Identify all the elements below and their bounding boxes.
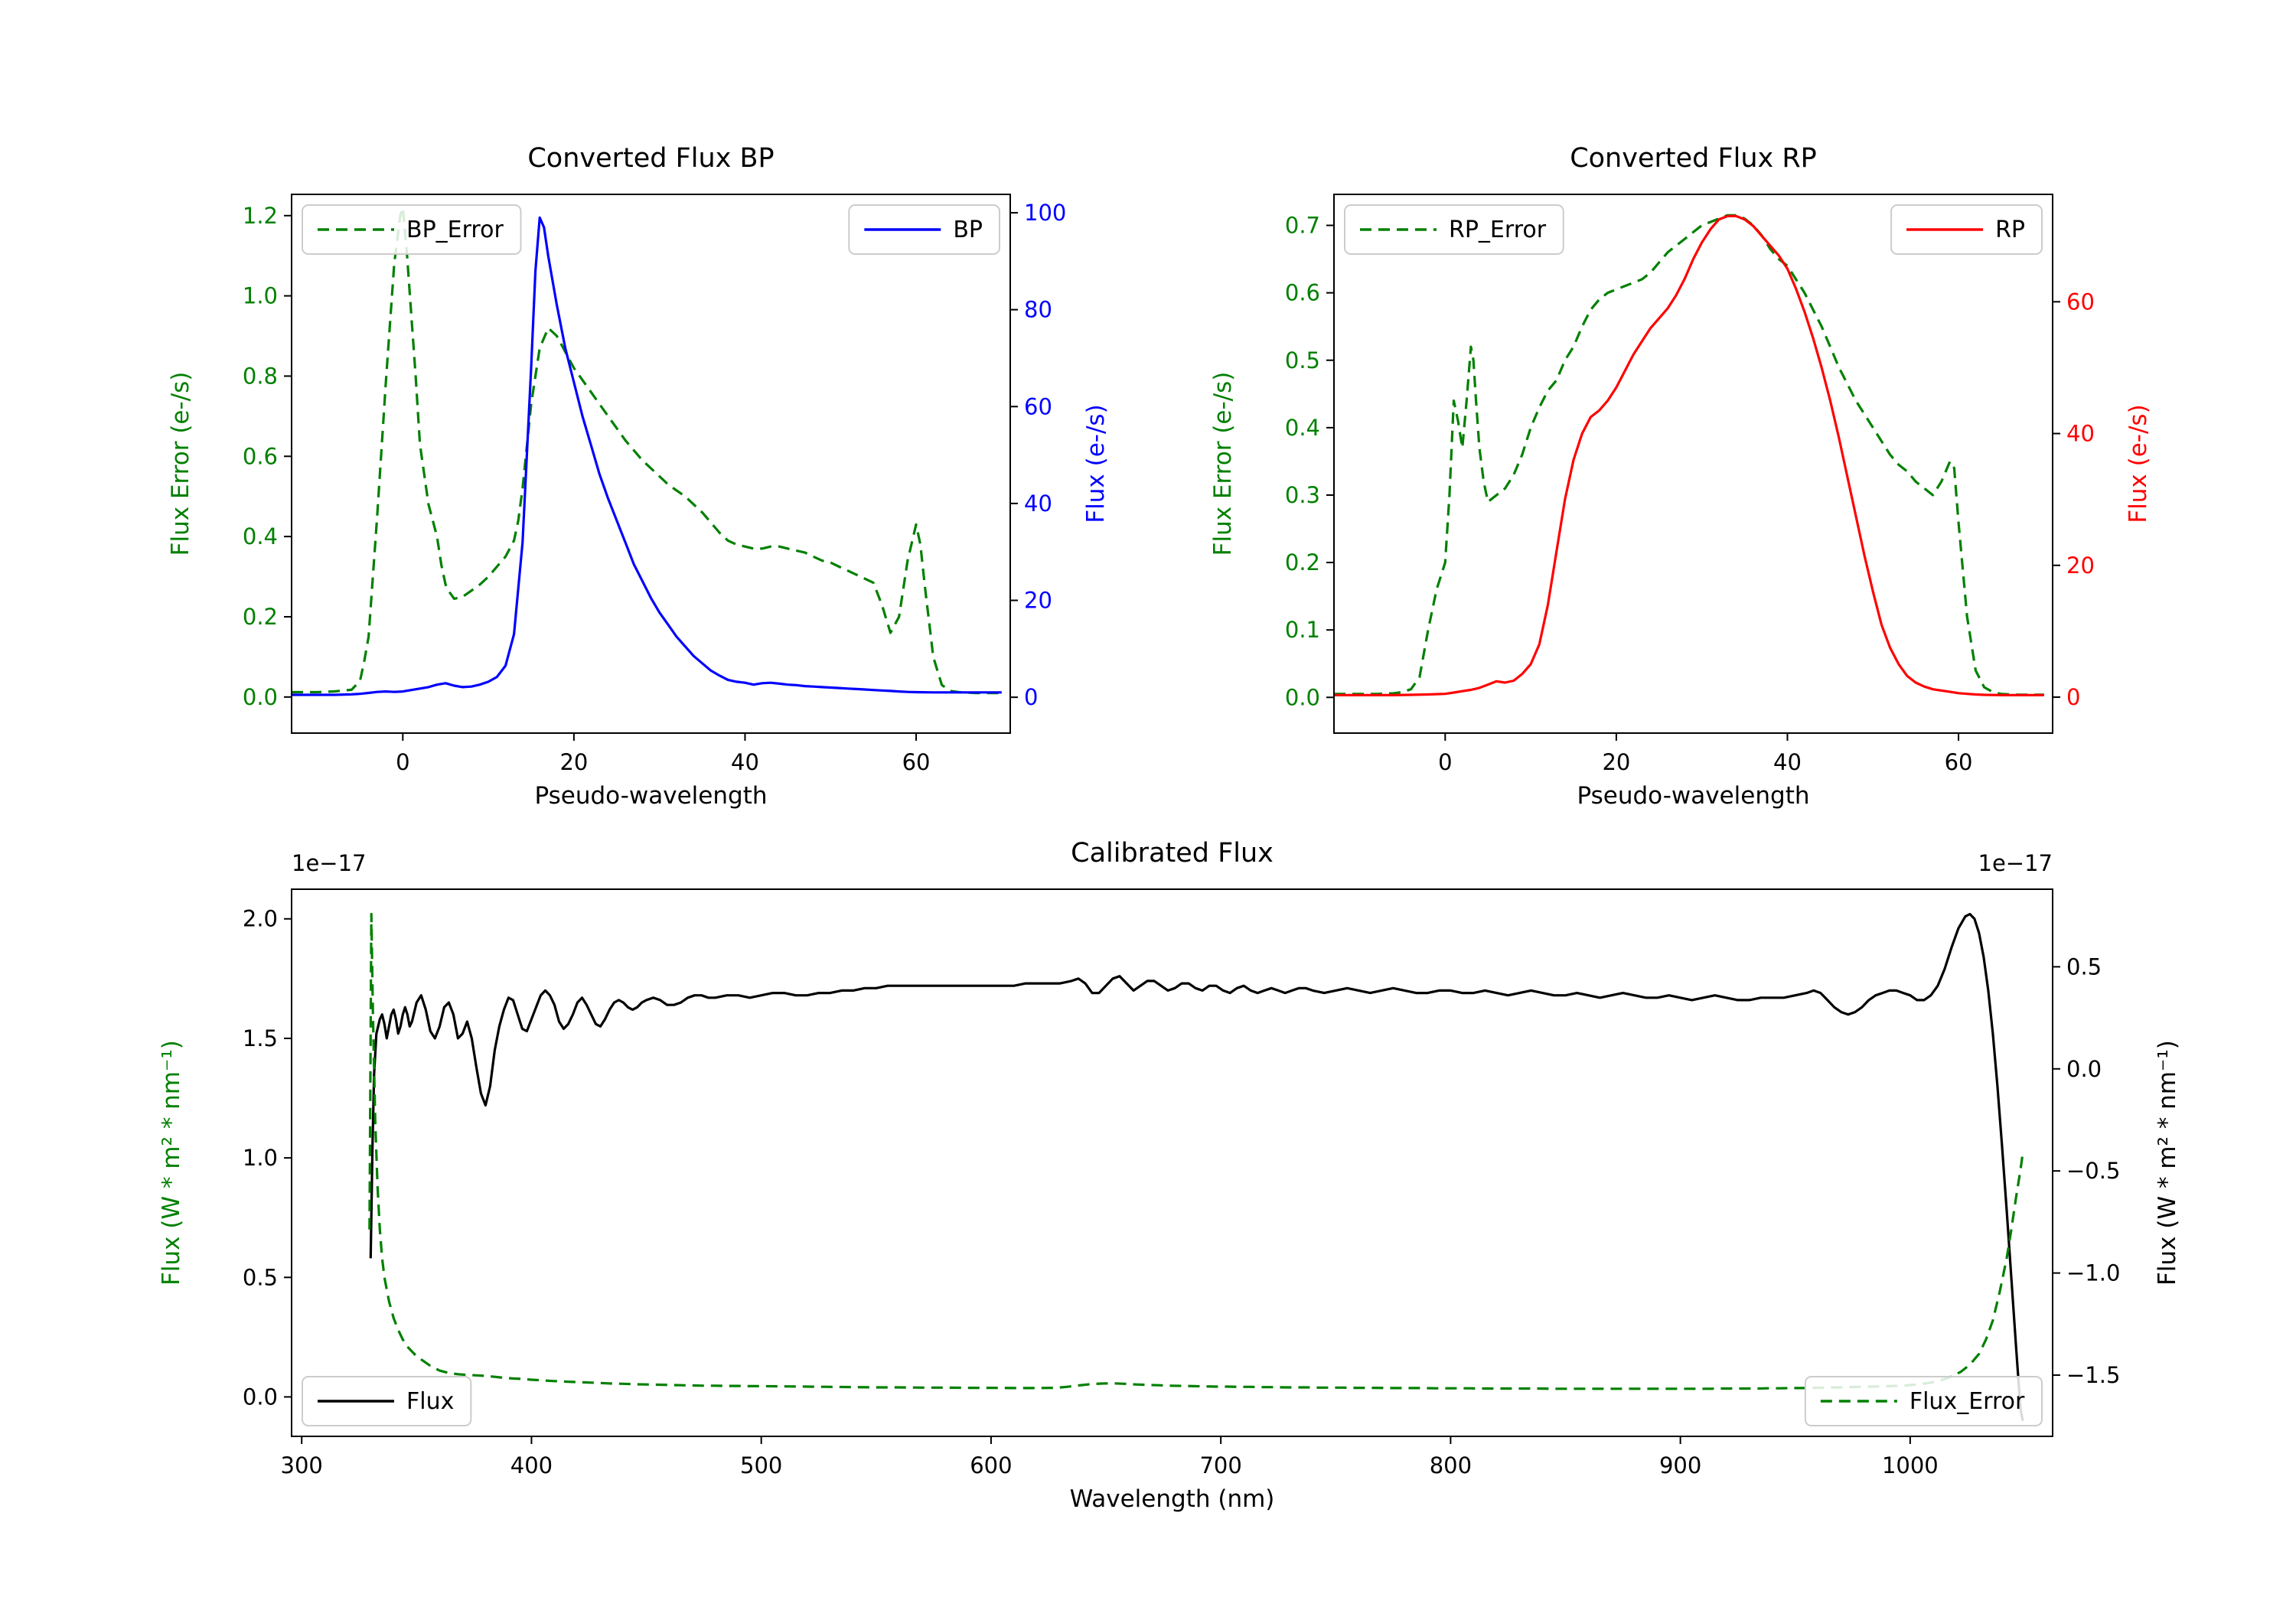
x-tick-label: 40	[731, 749, 759, 775]
y-tick-label: 2.0	[243, 906, 278, 932]
y-tick-label: 20	[1024, 588, 1052, 614]
rp-line	[1334, 214, 2044, 697]
y-tick-label: 0.5	[2066, 953, 2102, 980]
x-axis-label: Pseudo-wavelength	[534, 782, 767, 810]
legend-box	[1804, 1376, 2043, 1426]
legend-box	[302, 204, 522, 255]
x-axis-label: Wavelength (nm)	[1070, 1485, 1275, 1513]
axes-frame	[291, 194, 1011, 734]
legend-label: Flux_Error	[1910, 1388, 2025, 1415]
bp-line	[292, 216, 1002, 696]
legend-bp-error: BP_Error	[302, 204, 522, 255]
legend-flux-error: Flux_Error	[1804, 1376, 2043, 1426]
y-tick-label: −1.0	[2066, 1260, 2120, 1286]
axes-frame	[1333, 194, 2053, 734]
y-tick-label: 0	[1024, 684, 1038, 710]
plot-title: Calibrated Flux	[1071, 838, 1274, 869]
y-axis-label-right: Flux (e-/s)	[2125, 404, 2152, 523]
y-tick-label: 0.5	[243, 1264, 278, 1290]
legend-label: RP	[1995, 217, 2025, 243]
plot-bp: 0 20 40 60 0.0 0.2 0.4 0.6 0.8 1.0 1.2 0 20 40 60 80 100…	[167, 143, 1110, 810]
plot-rp: 0 20 40 60 0.0 0.1 0.2 0.3 0.4 0.5 0.6 0.7 0 20 40 60 Co…	[1209, 143, 2152, 810]
y-tick-label: 0.4	[1285, 415, 1320, 441]
x-tick-label: 40	[1773, 749, 1802, 775]
bp-error-line	[292, 206, 1002, 695]
y-tick-label: 0.4	[243, 523, 278, 549]
y-tick-label: 60	[1024, 393, 1052, 419]
x-axis-label: Pseudo-wavelength	[1577, 782, 1809, 810]
y-tick-label: 0.0	[1285, 684, 1320, 710]
flux-line	[369, 912, 2024, 1422]
y-tick-label: 0.0	[243, 684, 278, 710]
x-tick-label: 1000	[1882, 1452, 1939, 1478]
y-tick-label: 0.7	[1285, 213, 1320, 239]
x-tick-label: 0	[396, 749, 409, 775]
y-tick-label: 0.8	[243, 363, 278, 389]
y-axis-label-right: Flux (e-/s)	[1082, 404, 1110, 523]
legend-rp-error: RP_Error	[1344, 204, 1564, 255]
offset-text-right: 1e−17	[1978, 850, 2053, 876]
legend-bp: BP	[848, 204, 1000, 255]
y-tick-label: 1.2	[243, 203, 278, 229]
flux-error-line	[368, 912, 2024, 1390]
y-tick-label: −1.5	[2066, 1362, 2120, 1388]
plot-title: Converted Flux BP	[527, 143, 774, 174]
y-tick-label: 80	[1024, 297, 1052, 323]
y-tick-label: 1.5	[243, 1025, 278, 1051]
y-tick-label: 20	[2066, 553, 2095, 579]
x-tick-label: 60	[902, 749, 931, 775]
x-tick-label: 400	[510, 1452, 553, 1478]
y-tick-label: 40	[2066, 421, 2095, 447]
legend-box	[1344, 204, 1564, 255]
y-tick-label: 0.5	[1285, 347, 1320, 373]
x-tick-label: 60	[1945, 749, 1973, 775]
axes-frame	[291, 888, 2053, 1437]
x-tick-label: 0	[1438, 749, 1452, 775]
y-tick-label: 1.0	[243, 1145, 278, 1171]
y-tick-label: 0.3	[1285, 482, 1320, 508]
y-tick-label: −0.5	[2066, 1158, 2120, 1184]
x-tick-label: 20	[559, 749, 588, 775]
legend-label: BP_Error	[406, 217, 504, 243]
x-tick-label: 800	[1430, 1452, 1472, 1478]
y-axis-label-left: Flux (W * m² * nm⁻¹)	[158, 1040, 185, 1286]
x-tick-label: 700	[1199, 1452, 1241, 1478]
rp-error-line	[1334, 214, 2044, 696]
legend-flux: Flux	[302, 1376, 472, 1426]
y-tick-label: 60	[2066, 288, 2095, 315]
legend-label: BP	[953, 217, 983, 243]
y-tick-label: 0.0	[2066, 1056, 2102, 1082]
x-tick-label: 500	[740, 1452, 782, 1478]
legend-label: RP_Error	[1449, 217, 1547, 243]
y-tick-label: 0.1	[1285, 617, 1320, 643]
y-tick-label: 0.2	[243, 604, 278, 630]
x-tick-label: 300	[281, 1452, 323, 1478]
y-tick-label: 0.6	[1285, 280, 1320, 306]
y-tick-label: 100	[1024, 200, 1066, 226]
y-tick-label: 40	[1024, 491, 1052, 517]
x-tick-label: 20	[1602, 749, 1630, 775]
y-tick-label: 0	[2066, 684, 2080, 710]
y-axis-label-left: Flux Error (e-/s)	[1209, 372, 1237, 556]
offset-text-left: 1e−17	[292, 850, 367, 876]
plot-calibrated: 300 400 500 600 700 800 900 1000 0.0 0.5 1.0 1.5 2.0…	[158, 838, 2181, 1513]
y-tick-label: 1.0	[243, 283, 278, 309]
x-tick-label: 900	[1659, 1452, 1701, 1478]
legend-label: Flux	[406, 1388, 454, 1415]
legend-rp: RP	[1890, 204, 2043, 255]
y-tick-label: 0.2	[1285, 549, 1320, 575]
x-tick-label: 600	[970, 1452, 1012, 1478]
y-tick-label: 0.0	[243, 1384, 278, 1410]
plot-title: Converted Flux RP	[1570, 143, 1817, 174]
y-axis-label-right: Flux (W * m² * nm⁻¹)	[2154, 1040, 2181, 1286]
y-axis-label-left: Flux Error (e-/s)	[167, 372, 194, 556]
y-tick-label: 0.6	[243, 443, 278, 469]
